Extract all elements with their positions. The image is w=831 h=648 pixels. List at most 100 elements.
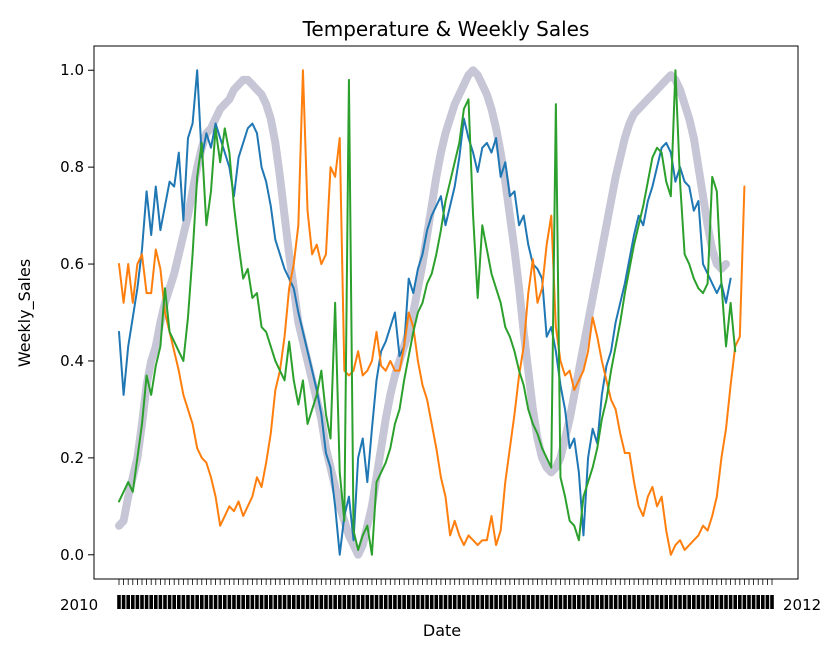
x-tick-label-glyph: [117, 595, 121, 609]
x-tick-label-glyph: [181, 595, 186, 609]
x-tick-label-left: 2010: [60, 596, 98, 614]
x-tick-label-glyph: [167, 595, 172, 609]
x-tick-label-glyph: [365, 595, 370, 609]
x-tick-label-glyph: [388, 595, 393, 609]
x-tick-label-glyph: [149, 595, 153, 609]
x-tick-label-glyph: [135, 595, 140, 609]
x-tick-label-glyph: [512, 595, 517, 609]
x-tick-label-glyph: [521, 595, 526, 609]
x-tick-label-glyph: [462, 595, 466, 609]
x-tick-label-glyph: [406, 595, 411, 609]
x-tick-label-glyph: [337, 595, 342, 609]
x-tick-label-glyph: [494, 595, 498, 609]
x-tick-label-glyph: [503, 595, 508, 609]
x-tick-label-glyph: [416, 595, 420, 609]
x-tick-label-glyph: [328, 595, 333, 609]
x-tick-label-glyph: [356, 595, 360, 609]
x-tick-label-glyph: [544, 595, 549, 609]
y-tick-label: 0.4: [60, 352, 84, 370]
x-tick-label-glyph: [572, 595, 577, 609]
x-tick-label-glyph: [531, 595, 535, 609]
x-tick-label-glyph: [443, 595, 448, 609]
x-tick-label-glyph: [632, 595, 636, 609]
x-tick-label-glyph: [301, 595, 305, 609]
x-tick-label-glyph: [176, 595, 181, 609]
x-tick-label-glyph: [682, 595, 687, 609]
x-tick-label-glyph: [535, 595, 540, 609]
x-tick-label-glyph: [701, 595, 705, 609]
series-line-3: [118, 69, 737, 556]
x-tick-label-glyph: [163, 595, 167, 609]
x-tick-label-glyph: [751, 595, 756, 609]
x-tick-label-glyph: [687, 595, 692, 609]
series-line-1: [118, 69, 732, 556]
y-tick-label: 0.6: [60, 255, 84, 273]
x-tick-label-glyph: [710, 595, 715, 609]
x-tick-label-glyph: [567, 595, 572, 609]
x-tick-label-glyph: [480, 595, 485, 609]
x-tick-label-glyph: [692, 595, 696, 609]
x-tick-label-glyph: [245, 595, 250, 609]
x-tick-label-glyph: [595, 595, 600, 609]
x-tick-label-glyph: [636, 595, 641, 609]
x-tick-label-glyph: [485, 595, 489, 609]
x-tick-label-glyph: [425, 595, 429, 609]
x-tick-label-glyph: [213, 595, 218, 609]
x-tick-label-glyph: [719, 595, 724, 609]
x-tick-label-glyph: [209, 595, 213, 609]
plot-area: [93, 45, 799, 580]
x-tick-label-glyph: [255, 595, 259, 609]
x-tick-label-glyph: [140, 595, 144, 609]
chart-title: Temperature & Weekly Sales: [302, 17, 590, 41]
x-tick-label-glyph: [655, 595, 659, 609]
x-tick-label-glyph: [554, 595, 558, 609]
x-tick-label-glyph: [489, 595, 494, 609]
x-tick-label-glyph: [715, 595, 719, 609]
x-tick-label-glyph: [411, 595, 416, 609]
x-tick-label-glyph: [342, 595, 347, 609]
x-tick-label-glyph: [646, 595, 650, 609]
x-tick-label-glyph: [466, 595, 471, 609]
x-tick-label-glyph: [319, 595, 324, 609]
x-tick-label-glyph: [282, 595, 287, 609]
x-tick-label-glyph: [728, 595, 733, 609]
x-tick-label-glyph: [724, 595, 728, 609]
x-tick-label-glyph: [172, 595, 176, 609]
x-tick-label-glyph: [268, 595, 273, 609]
x-tick-label-glyph: [627, 595, 632, 609]
x-tick-label-glyph: [434, 595, 439, 609]
x-tick-label-glyph: [130, 595, 135, 609]
x-tick-label-glyph: [397, 595, 402, 609]
x-tick-label-glyph: [664, 595, 669, 609]
x-tick-label-glyph: [186, 595, 190, 609]
x-tick-label-glyph: [549, 595, 554, 609]
x-tick-label-glyph: [613, 595, 618, 609]
y-axis: 0.0 0.2 0.4 0.6 0.8 1.0: [60, 61, 94, 564]
y-tick-label: 0.2: [60, 449, 84, 467]
x-tick-label-glyph: [526, 595, 531, 609]
x-tick-label-glyph: [618, 595, 623, 609]
y-tick-label: 0.8: [60, 158, 84, 176]
x-tick-label-glyph: [429, 595, 434, 609]
x-tick-label-glyph: [641, 595, 646, 609]
x-tick-label-glyph: [590, 595, 595, 609]
x-tick-label-glyph: [374, 595, 379, 609]
x-tick-label-glyph: [747, 595, 751, 609]
x-tick-label-glyph: [126, 595, 130, 609]
x-tick-label-glyph: [278, 595, 282, 609]
x-tick-label-glyph: [600, 595, 604, 609]
x-tick-label-glyph: [144, 595, 149, 609]
x-tick-label-glyph: [264, 595, 268, 609]
x-tick-label-glyph: [360, 595, 365, 609]
x-tick-label-glyph: [218, 595, 222, 609]
series-line-2: [118, 69, 746, 556]
x-tick-label-glyph: [659, 595, 664, 609]
x-tick-label-glyph: [121, 595, 126, 609]
x-tick-label-glyph: [577, 595, 581, 609]
x-tick-label-glyph: [517, 595, 521, 609]
x-tick-label-glyph: [195, 595, 199, 609]
x-tick-label-glyph: [770, 595, 774, 609]
x-tick-label-glyph: [383, 595, 388, 609]
x-tick-label-glyph: [273, 595, 278, 609]
x-tick-label-glyph: [457, 595, 462, 609]
